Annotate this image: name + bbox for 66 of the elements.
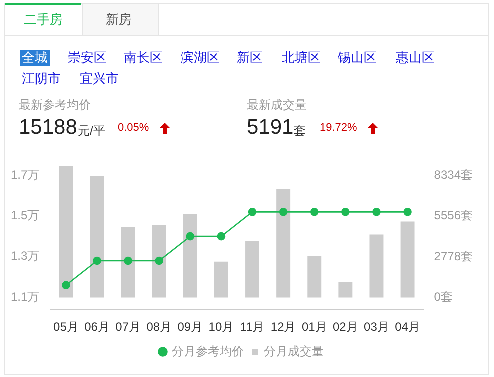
point (372, 208, 381, 216)
text: 全城 (20, 50, 50, 66)
point (248, 208, 257, 216)
bar (59, 166, 74, 298)
point (310, 208, 319, 216)
text: 最新成交量 (247, 97, 307, 114)
text: 北塘区 (282, 50, 321, 66)
text: 5191 (247, 116, 294, 140)
point (342, 208, 350, 216)
y2-tick-label: 0套 (434, 290, 453, 304)
text: 宜兴市 (80, 71, 119, 87)
text: 南长区 (124, 50, 163, 66)
point (279, 208, 288, 216)
x-tick-label: 02月 (332, 320, 358, 334)
point (124, 256, 132, 266)
x-tick-label: 06月 (84, 320, 110, 334)
y-tick-label: 1.7万 (10, 168, 40, 182)
y2-tick-label: 5556套 (434, 208, 474, 223)
text: 崇安区 (68, 50, 107, 66)
bar (400, 222, 415, 298)
text: 新区 (237, 50, 263, 66)
text: 江阴市 (22, 71, 61, 87)
bar (370, 234, 384, 298)
x-tick-label: 09月 (178, 320, 204, 334)
x-tick-label: 05月 (54, 320, 79, 334)
point (404, 208, 412, 216)
y2-tick-label: 8334套 (434, 168, 474, 182)
bar (152, 225, 166, 298)
point (217, 232, 226, 241)
point (93, 256, 102, 266)
bar (308, 256, 322, 298)
bar (338, 282, 353, 298)
point (62, 281, 70, 290)
text: 套 (294, 124, 306, 140)
x-tick-label: 08月 (146, 320, 172, 334)
bar (121, 227, 136, 298)
legend-label: 分月成交量 (264, 344, 324, 358)
text: 二手房 (24, 11, 63, 29)
text: 19.72% (320, 122, 358, 134)
point (155, 256, 164, 266)
y-tick-label: 1.3万 (10, 249, 40, 264)
text: 惠山区 (396, 50, 435, 66)
x-tick-label: 10月 (208, 320, 234, 334)
bar (214, 262, 228, 298)
x-tick-label: 01月 (302, 320, 328, 334)
bar (183, 214, 198, 298)
legend-label: 分月参考均价 (172, 344, 244, 358)
x-tick-label: 11月 (240, 320, 265, 334)
text: 滨湖区 (181, 50, 220, 66)
text: 锡山区 (338, 50, 377, 66)
bar (90, 176, 104, 298)
bar (246, 241, 260, 298)
y-tick-label: 1.1万 (10, 290, 40, 304)
text: 15188 (19, 116, 78, 140)
text: 最新参考均价 (19, 97, 91, 114)
x-tick-label: 07月 (116, 320, 141, 334)
text: 元/平 (78, 123, 106, 140)
x-tick-label: 12月 (270, 320, 296, 334)
point (186, 232, 195, 241)
bar (276, 189, 291, 298)
y2-tick-label: 2778套 (434, 249, 474, 264)
text: 0.05% (118, 122, 150, 134)
x-tick-label: 03月 (364, 320, 390, 334)
text: 新房 (106, 11, 132, 29)
x-tick-label: 04月 (395, 320, 420, 334)
y-tick-label: 1.5万 (10, 208, 40, 223)
